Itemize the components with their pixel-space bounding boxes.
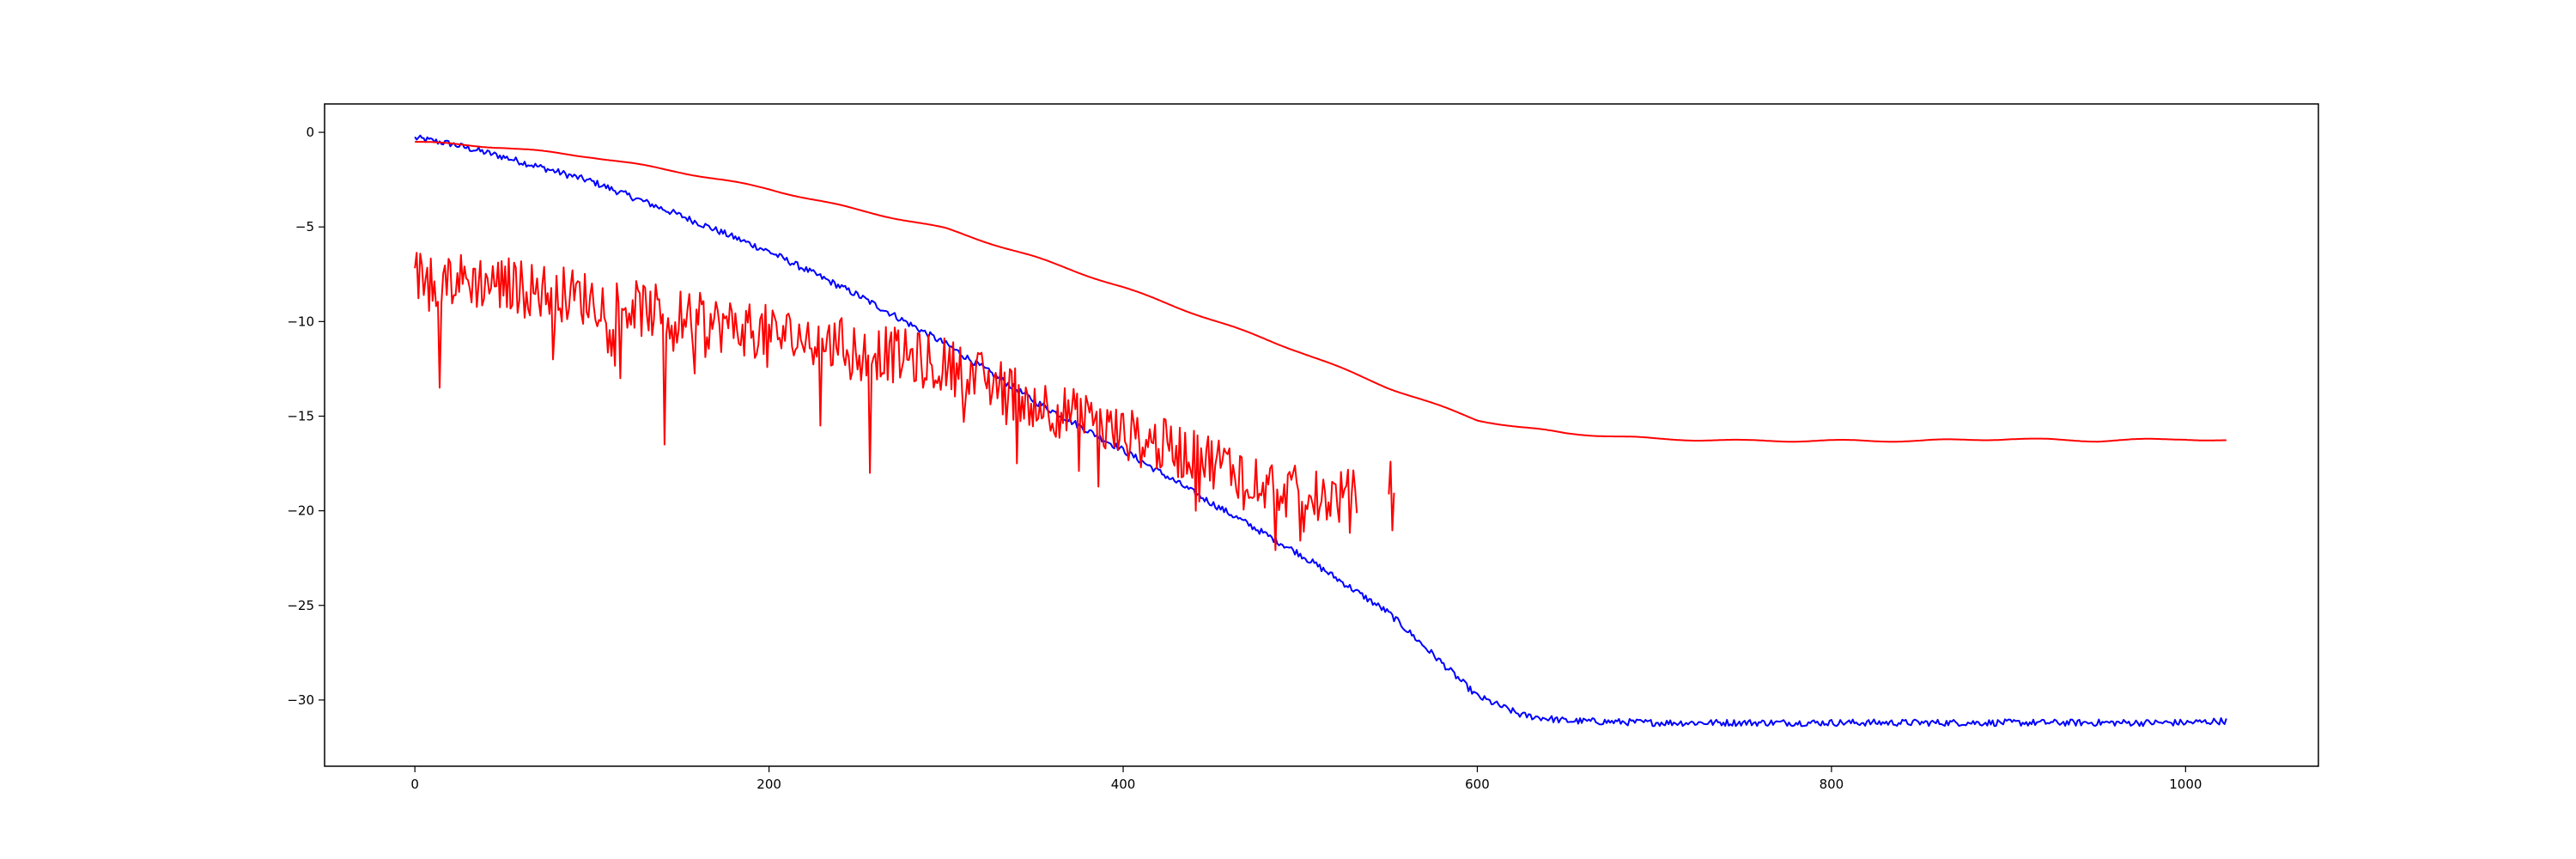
x-axis: 0 200 400 600 800 1000 [410,766,2202,792]
x-tick-label: 1000 [2169,777,2202,792]
x-tick-label: 600 [1465,777,1490,792]
series-line-3-segment-1 [414,252,1358,551]
y-tick-label: 0 [306,125,314,140]
y-tick-label: −20 [287,503,314,519]
series-layer [414,134,2227,728]
series-line-2 [415,141,2227,443]
series-line-3-segment-2 [1388,460,1395,532]
x-tick-label: 400 [1111,777,1136,792]
y-tick-label: −30 [287,692,314,708]
y-tick-label: −15 [287,408,314,423]
x-tick-label: 200 [756,777,781,792]
y-tick-label: −5 [295,219,314,235]
x-tick-label: 0 [410,777,419,792]
plot-area [324,103,2319,767]
x-tick-label: 800 [1820,777,1844,792]
y-tick-label: −25 [287,598,314,613]
axes-frame [324,103,2319,767]
series-line-1 [414,134,2227,728]
y-tick-label: −10 [287,314,314,329]
y-axis: 0 −5 −10 −15 −20 −25 −30 [287,125,325,708]
